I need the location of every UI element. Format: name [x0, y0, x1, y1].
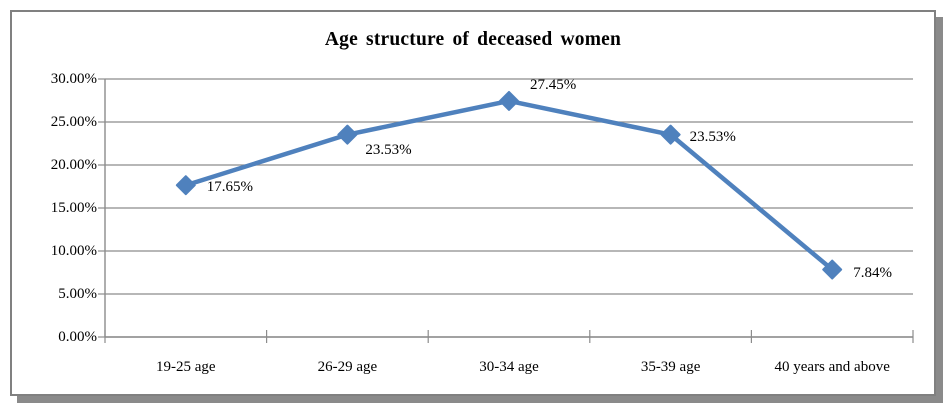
y-tick-label: 25.00%	[50, 114, 97, 130]
data-point-label: 7.84%	[853, 264, 892, 281]
y-tick-label: 5.00%	[58, 286, 97, 302]
y-tick-label: 15.00%	[50, 200, 97, 216]
data-point-label: 23.53%	[365, 141, 412, 158]
x-category-label: 35-39 age	[640, 359, 701, 375]
data-point-marker	[660, 124, 681, 145]
chart-frame: Age structure of deceased women 0.00% 5.0…	[10, 10, 936, 396]
x-category-label: 30-34 age	[479, 359, 539, 375]
data-point-marker	[822, 259, 843, 280]
line-chart-plot-area	[98, 78, 914, 343]
y-tick-label: 30.00%	[50, 71, 97, 87]
x-category-label: 26-29 age	[317, 359, 378, 375]
x-category-label: 40 years and above	[774, 359, 890, 375]
data-point-marker	[499, 90, 519, 111]
x-category-label: 19-25 age	[156, 359, 216, 375]
chart-title: Age structure of deceased women	[324, 29, 622, 50]
y-tick-label: 10.00%	[50, 243, 97, 259]
y-tick-label: 20.00%	[50, 157, 97, 173]
data-point-marker	[175, 175, 196, 196]
data-point-label: 17.65%	[206, 179, 254, 196]
y-tick-label: 0.00%	[58, 329, 97, 345]
data-point-marker	[337, 124, 358, 145]
data-point-label: 27.45%	[530, 76, 577, 93]
data-point-label: 23.53%	[689, 128, 736, 145]
